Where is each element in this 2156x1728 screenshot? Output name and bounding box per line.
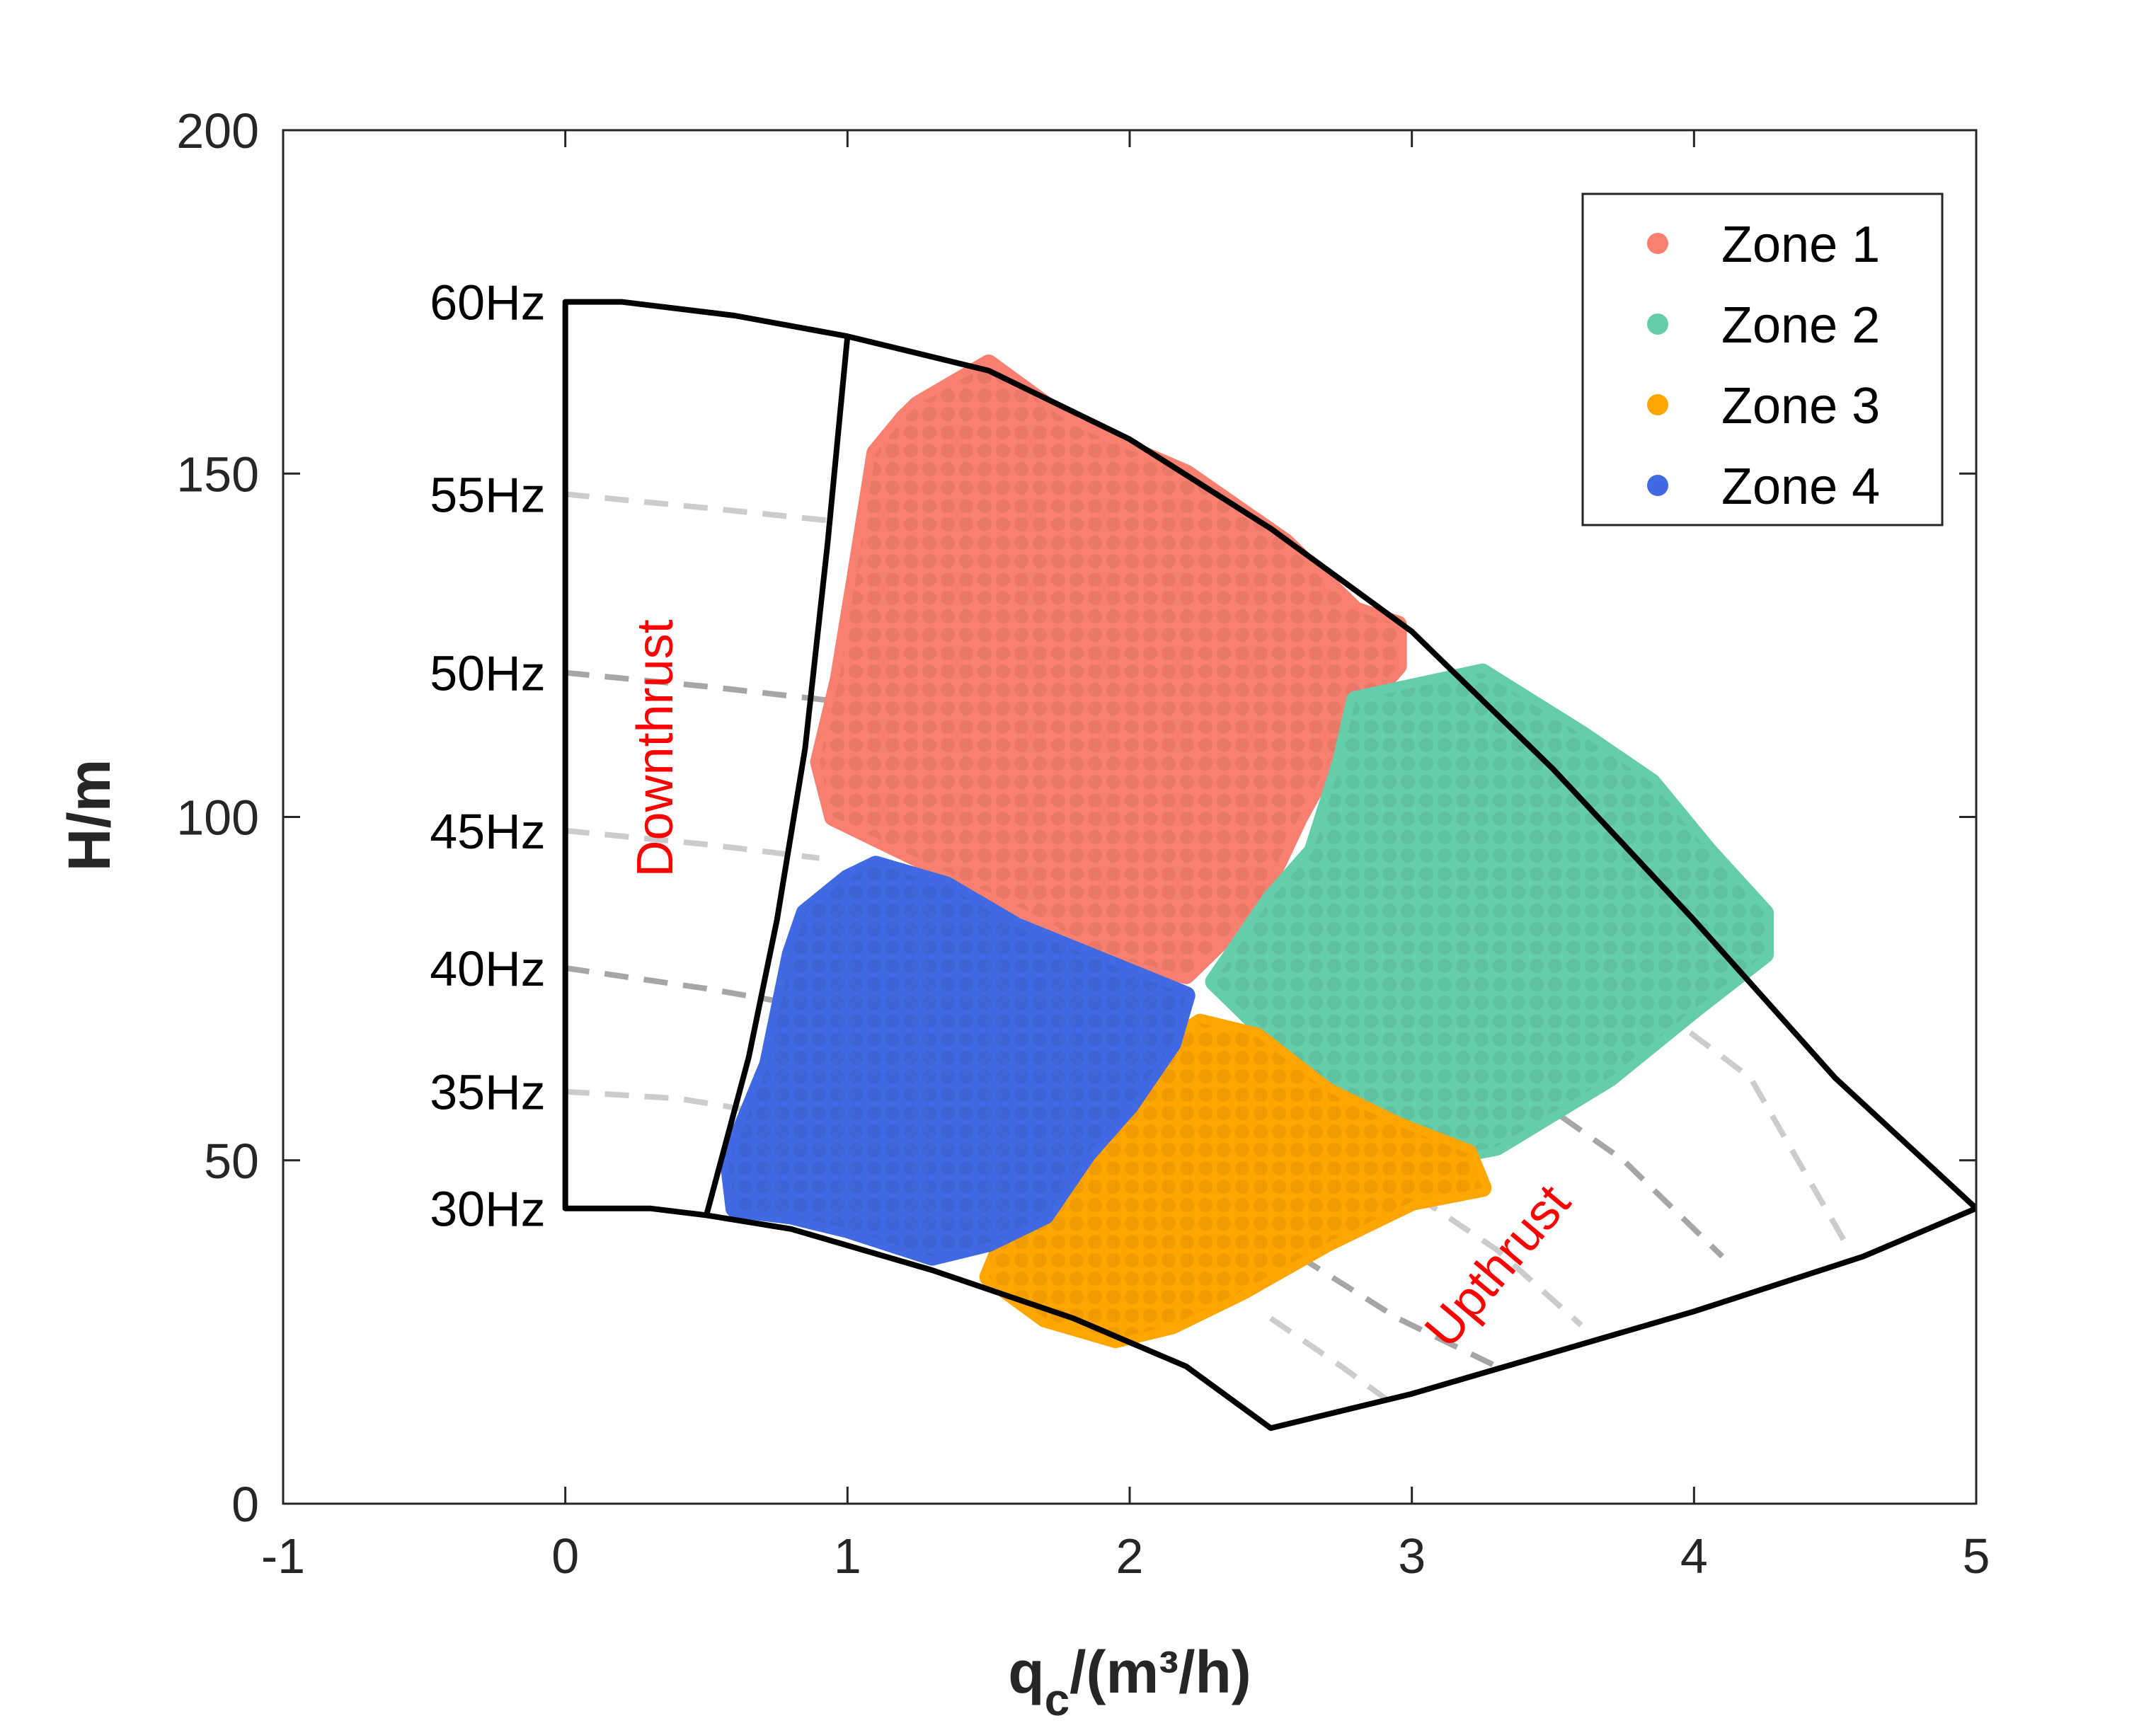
zone-2-texture <box>1214 672 1765 1160</box>
freq-label-45Hz: 45Hz <box>430 804 545 859</box>
freq-label-50Hz: 50Hz <box>430 646 545 701</box>
freq-label-60Hz: 60Hz <box>430 275 545 330</box>
x-tick-label: 4 <box>1680 1528 1708 1584</box>
plot-area <box>562 299 1976 1432</box>
y-tick-label: 0 <box>231 1477 259 1532</box>
downthrust-boundary-line <box>704 335 851 1216</box>
y-tick-label: 200 <box>176 103 259 159</box>
legend-label-zone-2: Zone 2 <box>1721 297 1880 354</box>
legend-marker-zone-1 <box>1647 233 1668 254</box>
y-tick-label: 150 <box>176 447 259 502</box>
x-tick-label: 5 <box>1963 1528 1990 1584</box>
legend-marker-zone-2 <box>1647 313 1668 335</box>
x-axis-title: qc/(m³/h) <box>1008 1639 1251 1725</box>
freq-label-35Hz: 35Hz <box>430 1065 545 1120</box>
series-zone-1 <box>810 355 1407 984</box>
upthrust-curve-1 <box>1269 1315 1400 1410</box>
series-zone-2 <box>1205 663 1774 1170</box>
frequency-labels: 60Hz 55Hz 50Hz 45Hz 40Hz 35Hz 30Hz <box>430 275 545 1237</box>
x-tick-label: 1 <box>834 1528 861 1584</box>
x-axis-title-rest: /(m³/h) <box>1070 1639 1251 1705</box>
legend: Zone 1 Zone 2 Zone 3 Zone 4 <box>1581 192 1944 526</box>
legend-marker-zone-4 <box>1647 475 1668 496</box>
x-axis-title-sub: c <box>1045 1674 1070 1725</box>
legend-box <box>1581 192 1944 526</box>
legend-label-zone-3: Zone 3 <box>1721 378 1880 434</box>
legend-label-zone-4: Zone 4 <box>1721 459 1880 515</box>
freq-label-30Hz: 30Hz <box>430 1182 545 1237</box>
annotation-downthrust: Downthrust <box>627 619 684 877</box>
x-tick-label: 2 <box>1116 1528 1144 1584</box>
zone-4-texture <box>728 865 1186 1257</box>
freq-label-40Hz: 40Hz <box>430 941 545 996</box>
frequency-curve-40Hz <box>565 965 786 1006</box>
upthrust-curve-5 <box>1593 959 1852 1251</box>
legend-marker-zone-3 <box>1647 394 1668 415</box>
x-tick-label: 3 <box>1398 1528 1426 1584</box>
zone-1-texture <box>819 364 1398 975</box>
legend-label-zone-1: Zone 1 <box>1721 217 1880 273</box>
y-tick-label: 100 <box>176 790 259 846</box>
zone-3-texture <box>988 1023 1483 1340</box>
series-zone-4 <box>719 856 1195 1266</box>
frequency-curve-50Hz <box>565 669 828 703</box>
frequency-curve-45Hz <box>565 827 820 861</box>
x-tick-label: 0 <box>551 1528 579 1584</box>
y-tick-label: 50 <box>204 1134 259 1189</box>
x-axis-title-main: q <box>1008 1639 1044 1705</box>
y-axis-title: H/m <box>56 759 122 872</box>
freq-label-55Hz: 55Hz <box>430 467 545 522</box>
frequency-curve-55Hz <box>565 491 839 525</box>
x-tick-label: -1 <box>261 1528 305 1584</box>
